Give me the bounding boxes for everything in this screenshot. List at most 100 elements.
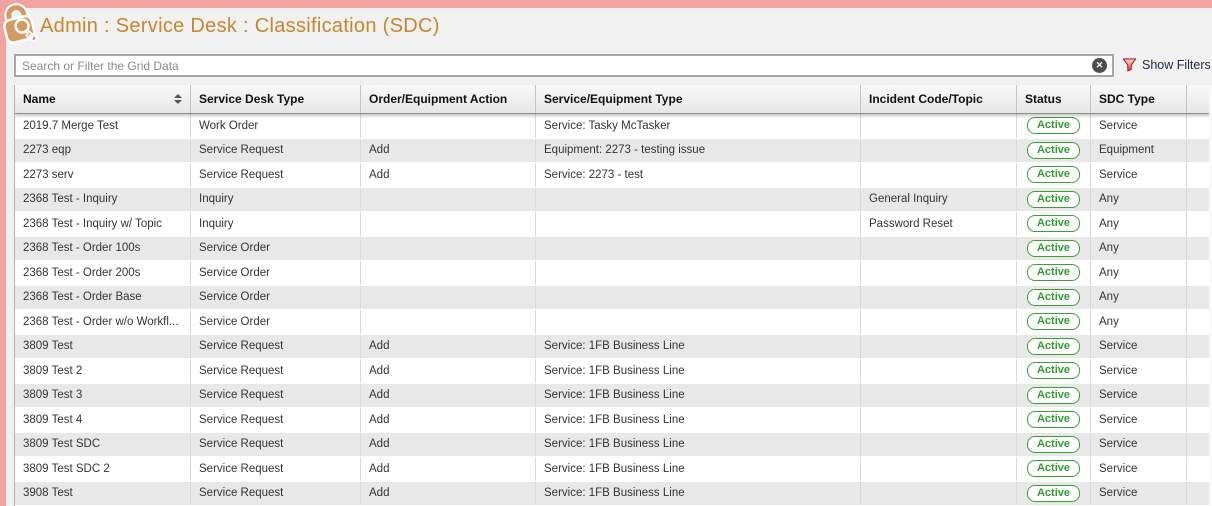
column-header-sdc-type[interactable]: SDC Type	[1091, 85, 1187, 113]
column-header-label: Service Desk Type	[199, 92, 305, 106]
table-row[interactable]: 2368 Test - Order Base Service Order Activ…	[15, 285, 1212, 310]
cell-service-equipment-type: Service: 2273 - test	[536, 163, 861, 187]
cell-incident-code-topic	[861, 408, 1017, 432]
status-badge: Active	[1026, 435, 1081, 453]
scrollbar-track[interactable]	[1209, 85, 1212, 506]
column-header-status[interactable]: Status	[1017, 85, 1091, 113]
status-badge: Active	[1026, 264, 1081, 282]
table-row[interactable]: 3809 Test 2 Service Request Add Service: 1F…	[15, 359, 1212, 384]
cell-service-equipment-type: Service: 1FB Business Line	[536, 408, 861, 432]
search-input[interactable]	[16, 56, 1092, 75]
cell-service-desk-type: Service Request	[191, 481, 361, 505]
table-row[interactable]: 3809 Test SDC 2 Service Request Add Service…	[15, 457, 1212, 482]
cell-incident-code-topic	[861, 114, 1017, 138]
cell-service-desk-type: Service Request	[191, 383, 361, 407]
cell-status: Active	[1017, 163, 1091, 187]
cell-order-equipment-action: Add	[361, 481, 536, 505]
cell-service-equipment-type: Service: 1FB Business Line	[536, 432, 861, 456]
cell-service-equipment-type: Service: 1FB Business Line	[536, 334, 861, 358]
table-row[interactable]: 2368 Test - Order w/o Workfl... Service O…	[15, 310, 1212, 335]
sort-up-down-icon[interactable]	[168, 94, 182, 104]
cell-name: 3809 Test 3	[15, 383, 191, 407]
status-badge: Active	[1026, 484, 1081, 502]
table-row[interactable]: 2368 Test - Inquiry Inquiry General Inquir…	[15, 187, 1212, 212]
cell-service-desk-type: Inquiry	[191, 187, 361, 211]
cell-incident-code-topic	[861, 481, 1017, 505]
cell-status: Active	[1017, 408, 1091, 432]
cell-service-desk-type: Inquiry	[191, 212, 361, 236]
cell-service-desk-type: Service Request	[191, 432, 361, 456]
cell-service-equipment-type: Service: 1FB Business Line	[536, 457, 861, 481]
cell-incident-code-topic	[861, 138, 1017, 162]
cell-service-desk-type: Service Order	[191, 261, 361, 285]
close-icon: ✕	[1095, 60, 1104, 70]
page-title: Admin : Service Desk : Classification (S…	[40, 15, 440, 37]
status-badge: Active	[1026, 362, 1081, 380]
status-badge: Active	[1026, 386, 1081, 404]
table-row[interactable]: 2273 eqp Service Request Add Equipment: 227…	[15, 138, 1212, 163]
column-header-name[interactable]: Name	[15, 85, 191, 113]
cell-service-equipment-type: Service: Tasky McTasker	[536, 114, 861, 138]
cell-incident-code-topic	[861, 261, 1017, 285]
table-row[interactable]: 2019.7 Merge Test Work Order Service: Task…	[15, 114, 1212, 139]
classification-grid: Name Service Desk Type Order/Equipment Act…	[14, 85, 1212, 506]
column-header-order-equipment-action[interactable]: Order/Equipment Action	[361, 85, 536, 113]
table-row[interactable]: 3809 Test 3 Service Request Add Service: 1F…	[15, 383, 1212, 408]
cell-order-equipment-action	[361, 187, 536, 211]
cell-sdc-type: Service	[1091, 481, 1187, 505]
cell-status: Active	[1017, 138, 1091, 162]
top-accent-bar	[0, 0, 1212, 8]
table-row[interactable]: 3809 Test SDC Service Request Add Service: …	[15, 432, 1212, 457]
left-accent-bar	[0, 0, 6, 506]
cell-name: 3809 Test 4	[15, 408, 191, 432]
cell-order-equipment-action: Add	[361, 408, 536, 432]
table-row[interactable]: 2368 Test - Order 100s Service Order Activ…	[15, 236, 1212, 261]
column-header-label: Service/Equipment Type	[544, 92, 683, 106]
cell-status: Active	[1017, 261, 1091, 285]
cell-status: Active	[1017, 187, 1091, 211]
cell-status: Active	[1017, 334, 1091, 358]
table-row[interactable]: 2273 serv Service Request Add Service: 2273…	[15, 163, 1212, 188]
cell-incident-code-topic	[861, 457, 1017, 481]
cell-sdc-type: Any	[1091, 236, 1187, 260]
grid-header-row: Name Service Desk Type Order/Equipment Act…	[15, 85, 1212, 114]
clear-search-button[interactable]: ✕	[1092, 58, 1107, 73]
cell-name: 2368 Test - Inquiry	[15, 187, 191, 211]
cell-incident-code-topic	[861, 163, 1017, 187]
cell-name: 2368 Test - Inquiry w/ Topic	[15, 212, 191, 236]
cell-incident-code-topic: General Inquiry	[861, 187, 1017, 211]
table-row[interactable]: 2368 Test - Inquiry w/ Topic Inquiry Passw…	[15, 212, 1212, 237]
status-badge: Active	[1026, 288, 1081, 306]
column-header-service-desk-type[interactable]: Service Desk Type	[191, 85, 361, 113]
cell-status: Active	[1017, 114, 1091, 138]
cell-incident-code-topic	[861, 334, 1017, 358]
cell-status: Active	[1017, 310, 1091, 334]
cell-name: 3908 Test	[15, 481, 191, 505]
cell-incident-code-topic	[861, 432, 1017, 456]
show-filters-button[interactable]: Show Filters	[1122, 57, 1211, 72]
cell-incident-code-topic: Password Reset	[861, 212, 1017, 236]
column-header-incident-code-topic[interactable]: Incident Code/Topic	[861, 85, 1017, 113]
table-row[interactable]: 3809 Test 4 Service Request Add Service: 1F…	[15, 408, 1212, 433]
cell-sdc-type: Service	[1091, 408, 1187, 432]
cell-name: 2368 Test - Order 200s	[15, 261, 191, 285]
cell-status: Active	[1017, 212, 1091, 236]
lock-and-key-icon	[0, 0, 42, 53]
cell-service-equipment-type	[536, 261, 861, 285]
cell-incident-code-topic	[861, 359, 1017, 383]
cell-name: 3809 Test SDC	[15, 432, 191, 456]
cell-name: 2273 serv	[15, 163, 191, 187]
cell-service-equipment-type	[536, 212, 861, 236]
table-row[interactable]: 3809 Test Service Request Add Service: 1FB …	[15, 334, 1212, 359]
column-header-service-equipment-type[interactable]: Service/Equipment Type	[536, 85, 861, 113]
cell-order-equipment-action: Add	[361, 457, 536, 481]
cell-service-desk-type: Service Order	[191, 310, 361, 334]
table-row[interactable]: 3908 Test Service Request Add Service: 1FB …	[15, 481, 1212, 506]
table-row[interactable]: 2368 Test - Order 200s Service Order Activ…	[15, 261, 1212, 286]
cell-order-equipment-action	[361, 261, 536, 285]
cell-service-equipment-type: Service: 1FB Business Line	[536, 481, 861, 505]
cell-order-equipment-action: Add	[361, 334, 536, 358]
cell-name: 2273 eqp	[15, 138, 191, 162]
cell-service-equipment-type: Service: 1FB Business Line	[536, 383, 861, 407]
status-badge: Active	[1026, 337, 1081, 355]
